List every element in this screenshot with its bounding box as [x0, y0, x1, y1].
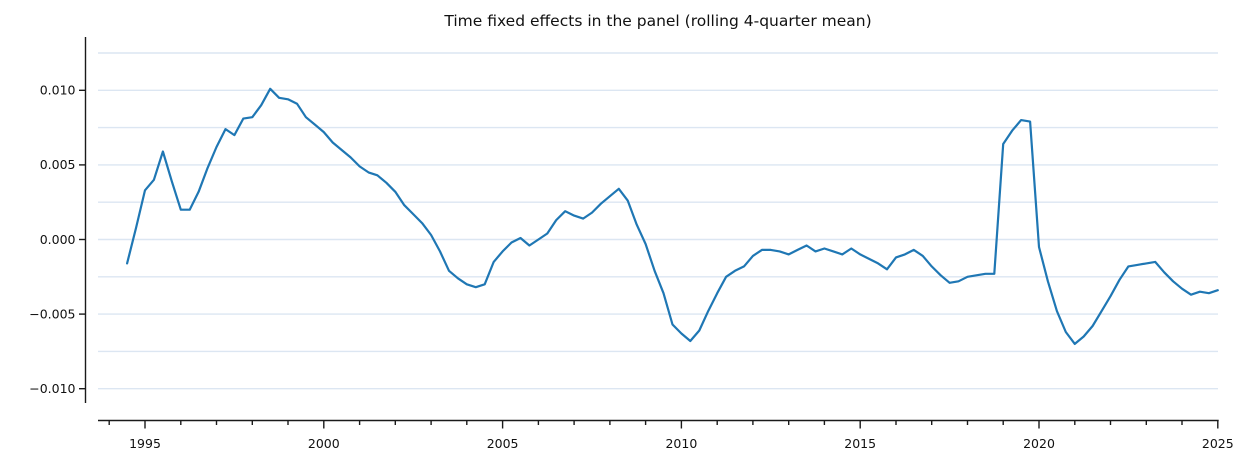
- y-tick-label: 0.010: [40, 83, 76, 98]
- x-tick-label: 2000: [308, 436, 340, 451]
- y-axis: −0.010 −0.005 0.000 0.005 0.010: [29, 37, 87, 403]
- x-axis: 1995 2000 2005 2010 2015 2020 2025: [98, 419, 1234, 451]
- y-tick-label: 0.005: [40, 157, 76, 172]
- grid: [98, 52, 1218, 390]
- x-tick-label: 2010: [665, 436, 697, 451]
- y-tick-label: 0.000: [40, 232, 76, 247]
- x-tick-label: 2025: [1202, 436, 1234, 451]
- x-tick-label: 2015: [844, 436, 876, 451]
- series-line: [126, 87, 1219, 345]
- y-tick-label: −0.010: [29, 381, 75, 396]
- time-fixed-effects-line: [126, 87, 1219, 345]
- x-tick-label: 2020: [1023, 436, 1055, 451]
- y-tick-label: −0.005: [29, 306, 75, 321]
- x-tick-label: 1995: [129, 436, 161, 451]
- x-tick-label: 2005: [487, 436, 519, 451]
- chart-title: Time fixed effects in the panel (rolling…: [443, 12, 871, 30]
